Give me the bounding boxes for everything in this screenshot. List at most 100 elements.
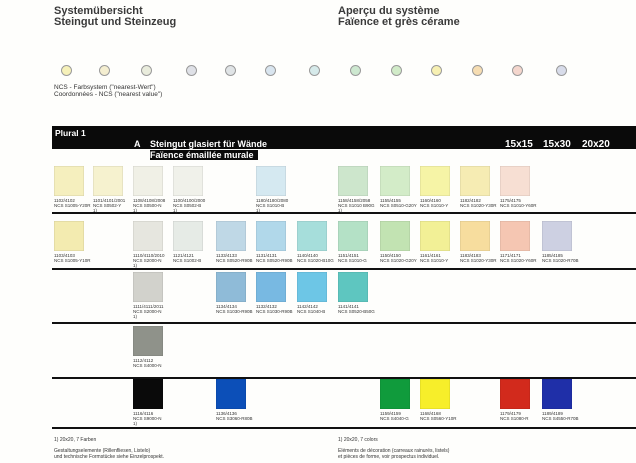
section-letter: A	[134, 139, 141, 149]
tile-swatch	[420, 221, 450, 251]
tile-footnote-mark: 1)	[338, 208, 343, 213]
tile-swatch	[380, 166, 410, 196]
row-divider	[52, 212, 636, 214]
tile-code: 1158/4158/2058	[338, 198, 371, 203]
tile-swatch	[420, 379, 450, 409]
tile-ncs-code: NCS S0560-Y10R	[420, 416, 457, 421]
tile-footnote-mark: 1)	[133, 263, 138, 268]
tile-ncs-code: NCS S9000-N	[133, 416, 162, 421]
tile-ncs-code: NCS S1020-B10G	[297, 258, 334, 263]
tile-code: 1150/4150	[380, 253, 401, 258]
tile-swatch	[542, 221, 572, 251]
tile-code: 1112/4112	[133, 358, 154, 363]
tile-swatch	[500, 166, 530, 196]
tile-ncs-code: NCS S4550-R70B	[542, 416, 579, 421]
title-fr-2: Faïence et grès cérame	[338, 16, 460, 28]
title-de-2: Steingut und Steinzeug	[54, 16, 177, 28]
tile-code: 1108/4108/2008	[133, 198, 166, 203]
tile-ncs-code: NCS S1010-Y	[420, 203, 449, 208]
tile-swatch	[420, 166, 450, 196]
tile-swatch	[173, 166, 203, 196]
tile-code: 1171/4171	[500, 253, 521, 258]
tile-ncs-code: NCS S1020-Y60R	[500, 258, 537, 263]
tile-swatch	[54, 221, 84, 251]
tile-swatch	[460, 221, 490, 251]
row-divider	[52, 427, 636, 429]
tile-ncs-code: NCS S0510-G20Y	[380, 203, 417, 208]
tile-ncs-code: NCS S3060-R80B	[216, 416, 253, 421]
tile-code: 1100/4100/2000	[173, 198, 206, 203]
plural-label: Plural 1	[55, 128, 86, 138]
ncs-line-2: Coordonnées - NCS ("nearest value")	[54, 91, 163, 98]
legend-dot	[309, 65, 320, 76]
row-divider	[52, 377, 636, 379]
tile-swatch	[93, 166, 123, 196]
section-header-band	[52, 126, 636, 149]
tile-code: 1142/4142	[297, 304, 318, 309]
tile-code: 1116/4116	[133, 411, 154, 416]
tile-code: 1141/4141	[338, 304, 359, 309]
tile-swatch	[173, 221, 203, 251]
tile-swatch	[542, 379, 572, 409]
tile-ncs-code: NCS S2000-N	[133, 258, 162, 263]
legend-dot	[61, 65, 72, 76]
section-title-de: Steingut glasiert für Wände	[150, 139, 268, 149]
tile-swatch	[500, 221, 530, 251]
title-fr-1: Aperçu du système	[338, 5, 440, 17]
tile-swatch	[297, 272, 327, 302]
tile-swatch	[216, 272, 246, 302]
legend-dot	[350, 65, 361, 76]
tile-code: 1111/4111/2011	[133, 304, 164, 309]
tile-swatch	[256, 272, 286, 302]
legend-dot	[225, 65, 236, 76]
legend-dot	[141, 65, 152, 76]
tile-code: 1133/4133	[216, 253, 237, 258]
tile-code: 1185/4185	[542, 253, 563, 258]
size-15x30: 15x30	[543, 139, 571, 150]
footer-fr-line-2: et pièces de forme, voir prospectus indi…	[338, 454, 440, 460]
tile-code: 1110/4110/2010	[133, 253, 165, 258]
tile-code: 1121/4121	[173, 253, 194, 258]
legend-dot	[391, 65, 402, 76]
tile-code: 1182/4182	[460, 198, 481, 203]
tile-ncs-code: NCS S0520-R90B	[256, 258, 293, 263]
legend-dot	[512, 65, 523, 76]
tile-code: 1140/4140	[297, 253, 318, 258]
tile-footnote-mark: 1)	[173, 208, 178, 213]
legend-dot	[556, 65, 567, 76]
tile-ncs-code: NCS S1040-B	[297, 309, 326, 314]
size-20x20: 20x20	[582, 139, 610, 150]
tile-ncs-code: NCS S0520-R90B	[216, 258, 253, 263]
tile-footnote-mark: 1)	[256, 208, 261, 213]
tile-ncs-code: NCS S0502-Y	[93, 203, 122, 208]
tile-code: 1161/4161	[420, 253, 441, 258]
tile-ncs-code: NCS S1030-R90B	[216, 309, 253, 314]
tile-swatch	[133, 221, 163, 251]
tile-swatch	[256, 221, 286, 251]
tile-ncs-code: NCS S1010-G	[338, 258, 367, 263]
ncs-line-1: NCS - Farbsystem ("nearest-Wert")	[54, 84, 156, 91]
tile-ncs-code: NCS S0520-B50G	[338, 309, 375, 314]
tile-swatch	[297, 221, 327, 251]
tile-ncs-code: NCS S0500-N	[133, 203, 162, 208]
tile-ncs-code: NCS S1020-Y30R	[460, 258, 497, 263]
tile-ncs-code: NCS S1010-Y60R	[500, 203, 537, 208]
tile-swatch	[54, 166, 84, 196]
tile-code: 1180/4180/2080	[256, 198, 289, 203]
tile-swatch	[133, 326, 163, 356]
tile-code: 1134/4134	[216, 304, 237, 309]
tile-swatch	[216, 221, 246, 251]
tile-ncs-code: NCS S1080-R	[500, 416, 529, 421]
legend-dot	[472, 65, 483, 76]
tile-swatch	[256, 166, 286, 196]
tile-code: 1175/4175	[500, 198, 521, 203]
tile-swatch	[338, 221, 368, 251]
tile-ncs-code: NCS S1010 B90G	[338, 203, 375, 208]
tile-ncs-code: NCS S1030-R90B	[256, 309, 293, 314]
tile-ncs-code: NCS S1005-Y10R	[54, 258, 91, 263]
tile-ncs-code: NCS S1020-Y30R	[460, 203, 497, 208]
footer-de-line-1: Gestaltungselemente (Rillenfliesen, List…	[54, 448, 151, 454]
footnote-de: 1) 20x20, 7 Farben	[54, 437, 97, 443]
legend-dot	[99, 65, 110, 76]
tile-code: 1131/4131	[256, 253, 277, 258]
